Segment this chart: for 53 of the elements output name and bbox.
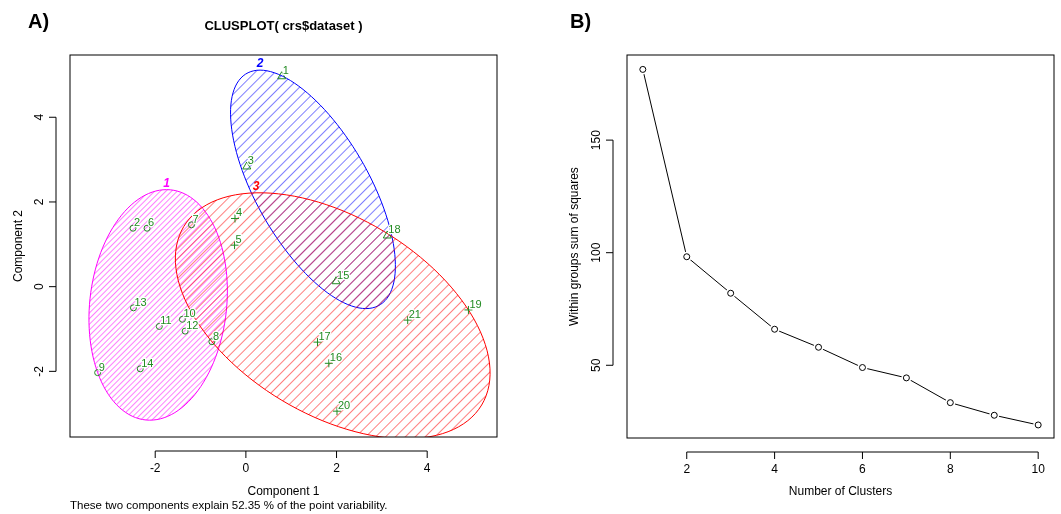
annotation: 7 — [192, 212, 199, 225]
y-axis-title: Within groups sum of squares — [567, 167, 581, 326]
point — [155, 322, 163, 330]
x-tick-label: -2 — [149, 461, 161, 475]
annotation: 2 — [134, 216, 141, 229]
annotation: 14 — [141, 356, 154, 369]
annotation: 21 — [408, 308, 421, 321]
y-axis-title: Component 2 — [11, 209, 25, 283]
y-tick-label: 100 — [589, 242, 603, 263]
point — [208, 338, 216, 346]
x-tick-label: 0 — [242, 461, 250, 475]
y-tick-label: 2 — [32, 198, 46, 206]
x-tick-label: 10 — [1031, 462, 1046, 476]
annotation: 19 — [469, 297, 482, 310]
point — [178, 315, 186, 323]
annotation: 4 — [236, 206, 243, 219]
point — [129, 224, 137, 232]
annotation: 13 — [134, 295, 147, 308]
x-tick-label: 2 — [333, 461, 341, 475]
chart-title: CLUSPLOT( crs$dataset ) — [204, 18, 363, 33]
x-tick-label: 2 — [683, 462, 691, 476]
y-tick-label: 4 — [32, 113, 46, 121]
x-tick-label: 6 — [859, 462, 867, 476]
annotation: 3 — [252, 178, 260, 193]
y-tick-label: -2 — [32, 365, 46, 377]
x-axis-title: Component 1 — [247, 484, 320, 498]
point — [129, 304, 137, 312]
y-tick-label: 0 — [32, 283, 46, 290]
x-tick-label: 8 — [946, 462, 954, 476]
annotation: 3 — [247, 153, 254, 166]
annotation: 9 — [98, 360, 105, 373]
annotation: 6 — [148, 216, 155, 229]
annotation: 1 — [282, 63, 289, 76]
text: These two components explain 52.35 % of the point variability. — [70, 499, 388, 511]
annotation: 1 — [163, 175, 171, 190]
x-tick-label: 4 — [771, 462, 779, 476]
x-axis-title: Number of Clusters — [788, 484, 893, 498]
point — [143, 224, 151, 232]
point — [187, 221, 195, 229]
annotation: 8 — [212, 329, 220, 342]
text: B) — [570, 10, 592, 32]
annotation: 2 — [255, 56, 264, 71]
annotation: 11 — [160, 314, 172, 327]
y-tick-label: 50 — [589, 358, 603, 372]
annotation: 5 — [235, 233, 242, 246]
annotation: 17 — [318, 330, 331, 343]
annotation: 12 — [186, 319, 199, 332]
annotation: 20 — [337, 399, 351, 412]
annotation: 16 — [329, 351, 343, 364]
point — [94, 369, 102, 377]
text: A) — [28, 10, 50, 32]
y-tick-label: 150 — [589, 129, 603, 151]
x-tick-label: 4 — [423, 461, 431, 475]
